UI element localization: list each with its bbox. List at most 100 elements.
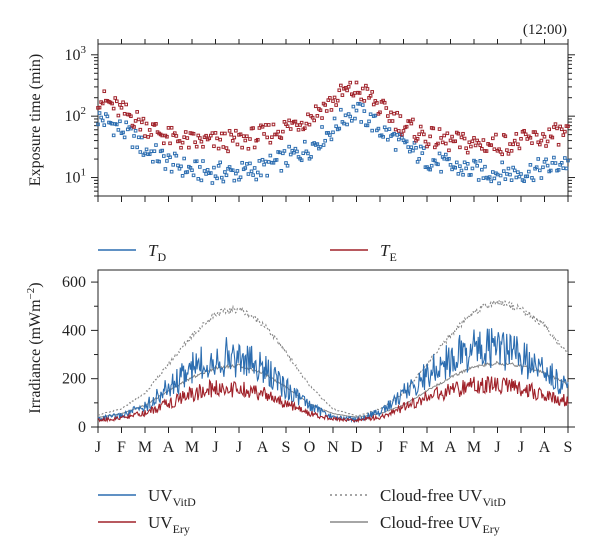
top-data-point	[342, 121, 346, 126]
top-data-point	[309, 155, 313, 159]
top-data-point	[354, 108, 359, 113]
top-data-point	[439, 169, 443, 174]
top-data-point	[216, 146, 221, 151]
top-data-point	[111, 106, 116, 111]
top-data-point	[262, 162, 266, 167]
top-data-point	[115, 99, 119, 104]
top-data-point	[121, 130, 125, 135]
top-data-point	[266, 160, 271, 164]
top-data-point	[407, 149, 412, 154]
top-data-point	[209, 171, 213, 175]
top-data-point	[176, 163, 180, 168]
top-data-point	[393, 127, 398, 132]
top-data-point	[136, 135, 141, 140]
top-data-point	[295, 149, 299, 154]
top-data-point	[563, 129, 567, 134]
top-data-point	[265, 173, 269, 178]
top-data-point	[100, 101, 105, 106]
top-data-point	[346, 84, 351, 89]
top-data-point	[301, 151, 306, 156]
top-data-point	[299, 158, 304, 163]
top-data-point	[516, 170, 520, 174]
top-data-point	[359, 97, 363, 102]
top-data-point	[453, 139, 457, 144]
top-data-point	[168, 155, 172, 160]
top-data-point	[497, 181, 501, 186]
top-data-point	[124, 120, 129, 125]
top-data-point	[558, 124, 562, 129]
top-data-point	[503, 134, 508, 139]
top-data-point	[348, 80, 353, 85]
top-data-point	[461, 172, 465, 177]
top-data-point	[306, 151, 310, 156]
top-data-point	[371, 102, 376, 107]
top-data-point	[456, 172, 461, 176]
top-data-point	[538, 142, 542, 147]
top-data-point	[240, 145, 244, 150]
bottom-x-tick-label: F	[117, 439, 126, 456]
bottom-legend-label: UVEry	[148, 513, 190, 536]
top-data-point	[328, 96, 332, 100]
top-data-point	[292, 150, 296, 155]
top-data-point	[473, 143, 478, 148]
top-data-point	[121, 100, 125, 105]
bottom-x-tick-label: A	[539, 439, 551, 456]
top-data-point	[420, 151, 425, 155]
top-data-point	[240, 160, 244, 165]
top-data-point	[138, 127, 143, 132]
top-data-point	[227, 129, 232, 133]
top-data-point	[218, 160, 222, 165]
top-data-point	[566, 124, 570, 129]
top-data-point	[265, 135, 269, 140]
top-data-point	[437, 127, 442, 131]
top-data-point	[215, 176, 219, 181]
top-data-points	[96, 80, 570, 186]
top-data-point	[489, 143, 494, 147]
top-data-point	[389, 110, 393, 115]
top-data-point	[201, 144, 205, 149]
top-data-point	[550, 135, 555, 140]
top-data-point	[439, 136, 443, 140]
top-data-point	[281, 129, 285, 134]
top-data-point	[442, 133, 447, 138]
top-data-point	[169, 125, 174, 130]
top-data-point	[337, 88, 342, 93]
top-data-point	[303, 139, 307, 144]
top-data-point	[329, 108, 334, 112]
top-data-point	[544, 144, 548, 148]
top-data-point	[246, 146, 251, 151]
top-data-point	[454, 160, 459, 165]
top-data-point	[480, 146, 484, 151]
top-data-point	[522, 179, 526, 184]
bottom-ticks	[91, 281, 575, 433]
top-data-point	[133, 119, 138, 123]
top-data-point	[400, 132, 404, 137]
top-data-point	[437, 151, 442, 156]
bottom-y-tick-labels: 0 200 400 600	[62, 274, 86, 436]
top-data-point	[473, 160, 478, 164]
top-data-point	[417, 132, 421, 137]
top-data-point	[279, 136, 284, 140]
bottom-x-tick-label: M	[138, 439, 152, 456]
top-data-point	[251, 126, 255, 130]
top-data-point	[536, 157, 541, 161]
top-data-point	[224, 146, 229, 150]
top-data-point	[288, 152, 293, 157]
top-data-point	[246, 172, 251, 176]
top-data-point	[426, 142, 431, 147]
top-data-point	[105, 114, 110, 119]
top-data-point	[141, 116, 146, 121]
bottom-x-tick-label: M	[467, 439, 481, 456]
top-data-point	[263, 123, 268, 127]
top-data-point	[146, 135, 150, 139]
top-data-point	[436, 141, 440, 146]
top-data-point	[191, 131, 196, 136]
top-data-point	[144, 147, 149, 152]
top-data-point	[480, 167, 484, 172]
top-data-point	[313, 104, 318, 109]
top-data-point	[508, 142, 512, 146]
top-data-point	[409, 121, 414, 126]
top-data-point	[324, 109, 329, 113]
top-data-point	[359, 120, 363, 124]
